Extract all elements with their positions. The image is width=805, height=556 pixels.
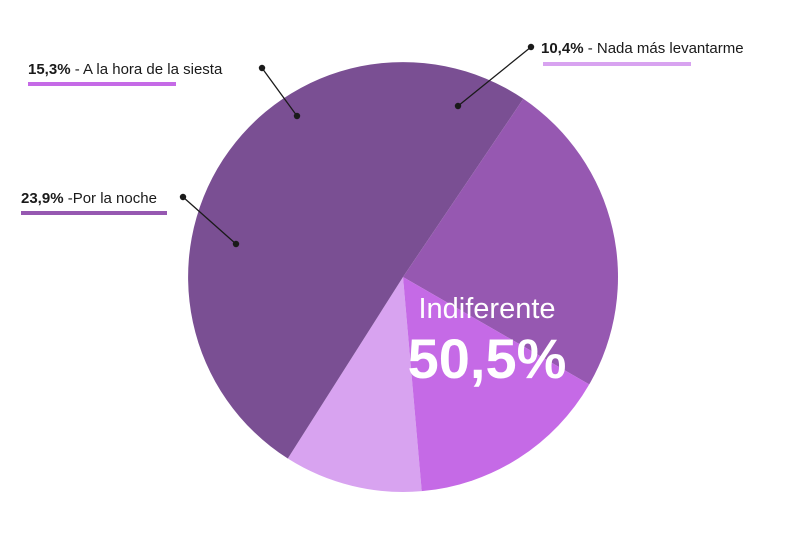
pie-slice-a-la-hora-de-la-siesta xyxy=(403,277,590,492)
callout-dot-siesta-outer xyxy=(258,64,266,72)
pie-slice-indiferente xyxy=(188,62,524,459)
callout-desc-siesta: - A la hora de la siesta xyxy=(71,61,223,78)
pie-slices xyxy=(188,62,618,492)
callout-dot-nada-inner xyxy=(454,102,462,110)
center-label-value: 50,5% xyxy=(408,327,567,390)
callout-pct-noche: 23,9% xyxy=(21,190,64,207)
callout-line-nada xyxy=(457,46,532,107)
center-label: Indiferente 50,5% xyxy=(408,293,567,390)
callout-desc-noche: -Por la noche xyxy=(64,190,157,207)
callout-line-noche xyxy=(182,196,237,245)
callout-lines xyxy=(21,43,691,248)
callout-label-nada: 10,4% - Nada más levantarme xyxy=(541,40,744,57)
center-label-name: Indiferente xyxy=(418,293,555,325)
pie-slice-nada-mas-levantarme xyxy=(287,277,422,492)
callout-underline-noche xyxy=(21,211,167,215)
pie-slice-por-la-noche xyxy=(403,98,618,385)
callout-underline-siesta xyxy=(28,82,176,86)
callout-label-noche: 23,9% -Por la noche xyxy=(21,190,157,207)
callout-dot-noche-inner xyxy=(232,240,240,248)
callout-line-siesta xyxy=(261,67,298,117)
callout-underline-nada xyxy=(543,62,691,66)
callout-dot-siesta-inner xyxy=(293,112,301,120)
callout-pct-nada: 10,4% xyxy=(541,40,584,57)
callout-pct-siesta: 15,3% xyxy=(28,61,71,78)
callout-dot-nada-outer xyxy=(527,43,535,51)
callout-dot-noche-outer xyxy=(179,193,187,201)
callout-desc-nada: - Nada más levantarme xyxy=(584,40,744,57)
callout-labels: 10,4% - Nada más levantarme 15,3% - A la… xyxy=(21,40,744,207)
callout-label-siesta: 15,3% - A la hora de la siesta xyxy=(28,61,223,78)
